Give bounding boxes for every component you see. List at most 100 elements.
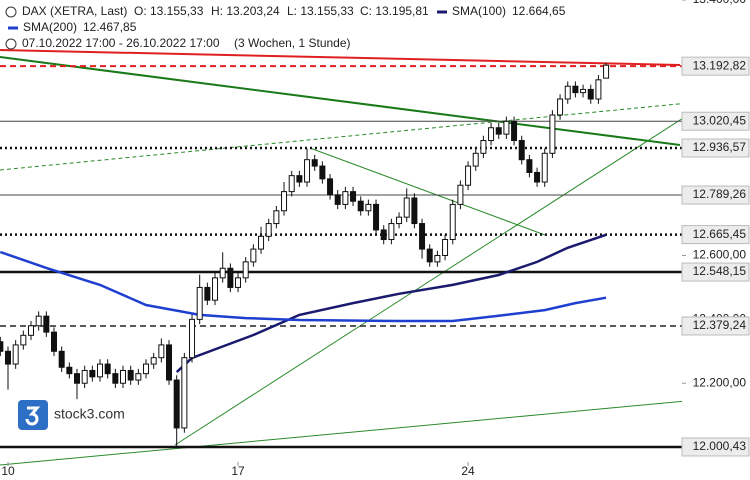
candle-body	[480, 140, 487, 154]
candle-body	[66, 366, 73, 375]
candle-body	[434, 254, 441, 263]
candle-body	[334, 194, 341, 205]
candle-body	[380, 229, 387, 241]
candle-body	[564, 85, 571, 100]
ohlc: H: 13.203,24	[211, 4, 280, 18]
sma-line	[0, 250, 607, 323]
candle-body	[557, 98, 564, 116]
candle-body	[511, 120, 518, 142]
trend-line	[0, 56, 681, 146]
header: DAX (XETRA, Last) O: 13.155,33 H: 13.203…	[5, 4, 566, 50]
level-box	[681, 225, 750, 245]
candle-body	[388, 223, 395, 241]
x-tick-label: 17	[231, 464, 245, 478]
candle-body	[112, 373, 119, 384]
ohlc: L: 13.155,33	[287, 4, 354, 18]
candle-body	[518, 140, 525, 161]
candle-body	[526, 159, 533, 173]
level-box	[681, 185, 750, 205]
candle-body	[342, 191, 349, 205]
candle-body	[449, 203, 456, 241]
legend-label: SMA(100)	[452, 4, 506, 18]
candle-body	[120, 369, 127, 384]
level-label: 12.379,24	[693, 318, 747, 332]
candle-body	[350, 191, 357, 202]
candle-body	[457, 184, 464, 205]
candle-body	[20, 334, 27, 346]
candle-body	[503, 120, 510, 135]
x-tick-label: 10	[1, 464, 15, 478]
icon	[5, 38, 17, 50]
trend-line	[309, 147, 546, 236]
level-box	[681, 316, 750, 336]
period-note: (3 Wochen, 1 Stunde)	[234, 36, 351, 50]
candle-body	[0, 341, 4, 352]
candle-body	[373, 203, 380, 231]
level-label: 12.548,15	[693, 264, 747, 278]
candle-body	[235, 277, 242, 288]
legend-label: SMA(200)	[23, 20, 77, 34]
level-box	[681, 56, 750, 76]
legend-value: 12.664,65	[512, 4, 566, 18]
title: DAX (XETRA, Last)	[22, 4, 127, 18]
candle-body	[204, 286, 211, 301]
trend-line	[0, 49, 681, 66]
candle-body	[212, 277, 219, 301]
candle-body	[58, 350, 65, 368]
level-label: 12.936,57	[693, 140, 747, 154]
y-tick-label: 12.200,00	[693, 375, 747, 389]
candle-body	[43, 315, 50, 333]
candle-body	[534, 171, 541, 183]
candle-body	[104, 363, 111, 375]
candle-body	[143, 363, 150, 375]
candle-body	[12, 344, 19, 365]
candle-body	[419, 223, 426, 250]
candle-body	[495, 127, 502, 135]
candle-body	[97, 363, 104, 378]
level-box	[681, 138, 750, 158]
candle-body	[158, 344, 165, 359]
candle-body	[250, 248, 257, 263]
candle-body	[465, 165, 472, 186]
sma-line	[175, 233, 607, 374]
candle-body	[411, 197, 418, 225]
level-label: 13.020,45	[693, 113, 747, 127]
candle-body	[580, 88, 587, 94]
trend-line	[0, 394, 750, 466]
level-box	[681, 437, 750, 457]
candle-body	[4, 350, 11, 365]
candle-body	[150, 357, 157, 365]
candle-body	[442, 239, 449, 256]
level-label: 13.192,82	[693, 58, 747, 72]
candle-body	[81, 369, 88, 384]
candle-body	[603, 64, 610, 79]
candle-body	[89, 369, 96, 378]
candle-body	[587, 88, 594, 100]
candle-body	[35, 315, 42, 327]
logo-text: stock3.com	[54, 406, 125, 422]
level-label: 12.000,43	[693, 439, 747, 453]
candle-body	[219, 267, 226, 279]
candle-body	[327, 178, 334, 196]
trend-line	[174, 74, 750, 446]
candle-body	[296, 175, 303, 183]
candle-body	[396, 216, 403, 225]
candle-body	[258, 235, 265, 250]
candle-body	[304, 159, 311, 183]
candle-body	[541, 152, 548, 183]
candle-body	[472, 152, 479, 167]
trend-line	[0, 96, 750, 171]
y-tick-label: 13.400,00	[693, 0, 747, 6]
x-tick-label: 24	[461, 464, 475, 478]
period: 07.10.2022 17:00 - 26.10.2022 17:00	[22, 36, 220, 50]
candle-body	[242, 261, 249, 279]
candle-body	[488, 127, 495, 142]
logo: stock3.com	[18, 400, 125, 430]
candle-body	[135, 373, 142, 381]
candle-body	[288, 175, 295, 193]
candle-body	[189, 318, 196, 359]
candle-body	[319, 165, 326, 180]
candle-body	[281, 191, 288, 212]
candle-body	[227, 267, 234, 288]
logo-glyph	[25, 406, 41, 426]
